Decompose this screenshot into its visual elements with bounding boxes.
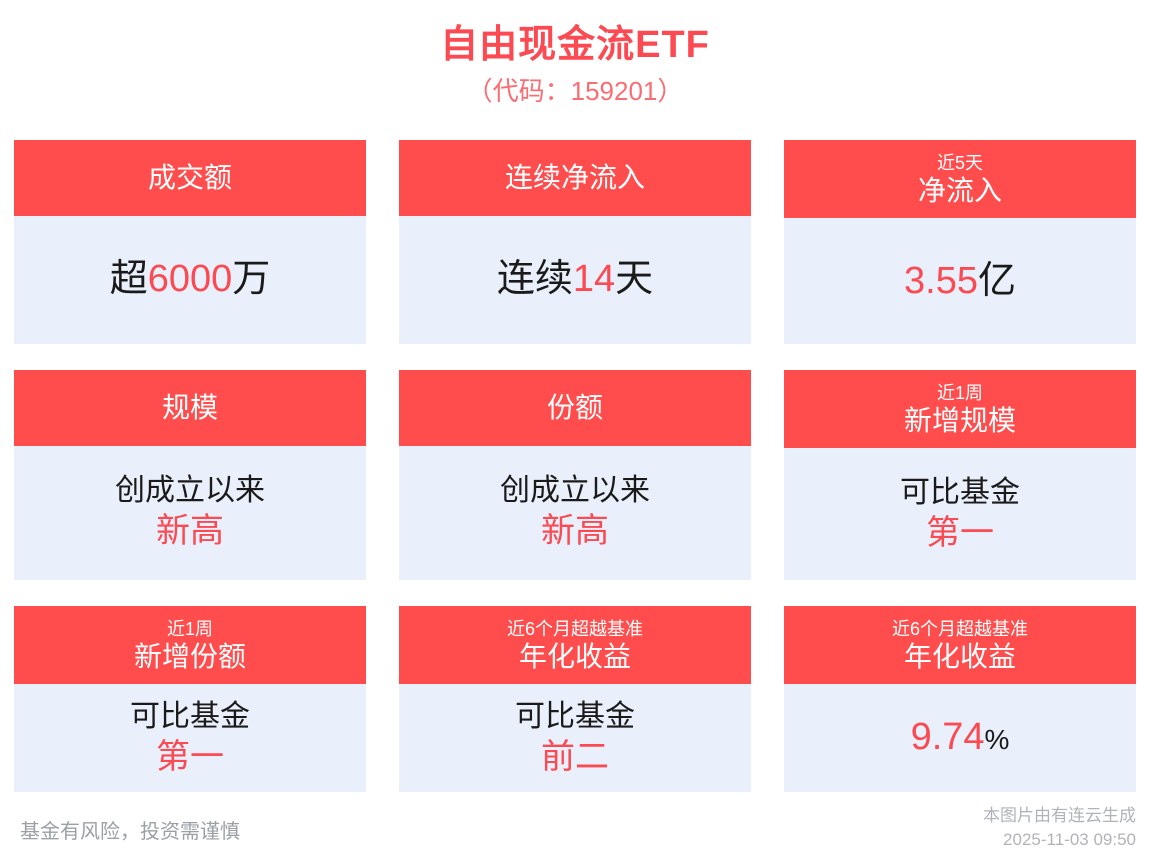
metric-value-unit: 天: [615, 258, 654, 300]
metric-card-value-caption: 可比基金: [515, 700, 635, 733]
metric-card: 近6个月超越基准 年化收益 9.74%: [784, 606, 1136, 792]
metric-card-body: 3.55亿: [784, 218, 1136, 344]
metric-card-body: 可比基金 第一: [784, 448, 1136, 580]
metric-card-header: 近6个月超越基准 年化收益: [399, 606, 751, 684]
metric-card-value: 3.55亿: [904, 259, 1016, 303]
metric-value-unit: 超: [109, 258, 148, 300]
metric-card-header: 规模: [14, 370, 366, 446]
metric-card-header-eyebrow: 近1周: [936, 383, 983, 403]
metric-card-header: 近5天 净流入: [784, 140, 1136, 218]
metric-value-unit: 亿: [977, 260, 1016, 302]
metric-card-header-title: 净流入: [917, 175, 1002, 206]
metric-card-value-caption: 创成立以来: [500, 474, 650, 507]
metric-card-body: 超6000万: [14, 216, 366, 342]
metric-card-value: 第一: [156, 738, 224, 776]
page-title: 自由现金流ETF: [440, 24, 710, 66]
metric-card-header-title: 新增规模: [903, 405, 1016, 436]
metric-card-value: 新高: [541, 512, 609, 550]
generator-credit: 本图片由有连云生成 2025-11-03 09:50: [983, 804, 1136, 852]
metric-card-header-eyebrow: 近5天: [936, 153, 983, 173]
metric-card-value: 连续14天: [497, 257, 653, 301]
metric-card: 连续净流入连续14天: [399, 140, 751, 344]
metric-value-number: 14: [572, 258, 616, 300]
metric-card-body: 创成立以来 新高: [14, 446, 366, 578]
metric-value-number: 6000: [147, 258, 233, 300]
metric-card-header: 近1周 新增规模: [784, 370, 1136, 448]
metric-card-header-eyebrow: 近1周: [166, 619, 213, 639]
generated-timestamp: 2025-11-03 09:50: [1003, 830, 1136, 849]
metric-card-header-title: 年化收益: [518, 641, 631, 672]
metric-card: 近5天 净流入 3.55亿: [784, 140, 1136, 344]
metric-value-number: 9.74: [910, 715, 985, 758]
metric-card-value: 超6000万: [110, 257, 271, 301]
metric-card-header: 近6个月超越基准 年化收益: [784, 606, 1136, 684]
metric-card-grid: 成交额 超6000万 连续净流入 连续14天 近5天 净流入 3.55亿 规模 创成立以来 新高份…: [14, 140, 1136, 792]
metric-card-value: 9.74%: [911, 715, 1010, 762]
metric-card-body: 可比基金 前二: [399, 684, 751, 792]
metric-card: 规模 创成立以来 新高: [14, 370, 366, 580]
metric-card-value-caption: 可比基金: [130, 700, 250, 733]
metric-card-header-title: 连续净流入: [504, 162, 645, 193]
page-header: 自由现金流ETF （代码：159201）: [0, 0, 1150, 110]
metric-value-number: 3.55: [904, 260, 978, 302]
metric-card-header-title: 年化收益: [903, 641, 1016, 672]
metric-value-unit: 万: [232, 258, 271, 300]
metric-card-header-title: 新增份额: [133, 641, 246, 672]
generator-label: 本图片由有连云生成: [983, 806, 1136, 825]
metric-card-value-caption: 创成立以来: [115, 474, 265, 507]
metric-card-header: 成交额: [14, 140, 366, 216]
metric-card-body: 创成立以来 新高: [399, 446, 751, 578]
metric-card: 份额 创成立以来 新高: [399, 370, 751, 580]
metric-card-body: 9.74%: [784, 684, 1136, 792]
metric-card-header: 连续净流入: [399, 140, 751, 216]
metric-card-body: 可比基金 第一: [14, 684, 366, 792]
metric-card: 成交额超6000万: [14, 140, 366, 344]
metric-card-value: 前二: [541, 738, 609, 776]
metric-card-header: 近1周 新增份额: [14, 606, 366, 684]
metric-card-header-title: 成交额: [147, 162, 232, 193]
metric-value-unit: %: [984, 723, 1010, 755]
risk-disclaimer: 基金有风险，投资需谨慎: [20, 821, 240, 843]
metric-card-header-eyebrow: 近6个月超越基准: [506, 619, 643, 639]
metric-card-value: 新高: [156, 512, 224, 550]
page-footer: 基金有风险，投资需谨慎 本图片由有连云生成 2025-11-03 09:50: [0, 798, 1150, 860]
metric-card-value: 第一: [926, 514, 994, 552]
metric-value-unit: 连续: [496, 258, 573, 300]
metric-card-header-title: 份额: [546, 392, 603, 423]
metric-card-value-caption: 可比基金: [900, 476, 1020, 509]
page-subtitle-code: （代码：159201）: [466, 76, 684, 106]
metric-card-header: 份额: [399, 370, 751, 446]
metric-card-body: 连续14天: [399, 216, 751, 342]
metric-card: 近1周 新增份额可比基金第一: [14, 606, 366, 792]
metric-card-header-title: 规模: [161, 392, 218, 423]
metric-card-header-eyebrow: 近6个月超越基准: [891, 619, 1028, 639]
metric-card: 近1周 新增规模可比基金第一: [784, 370, 1136, 580]
metric-card: 近6个月超越基准 年化收益可比基金前二: [399, 606, 751, 792]
